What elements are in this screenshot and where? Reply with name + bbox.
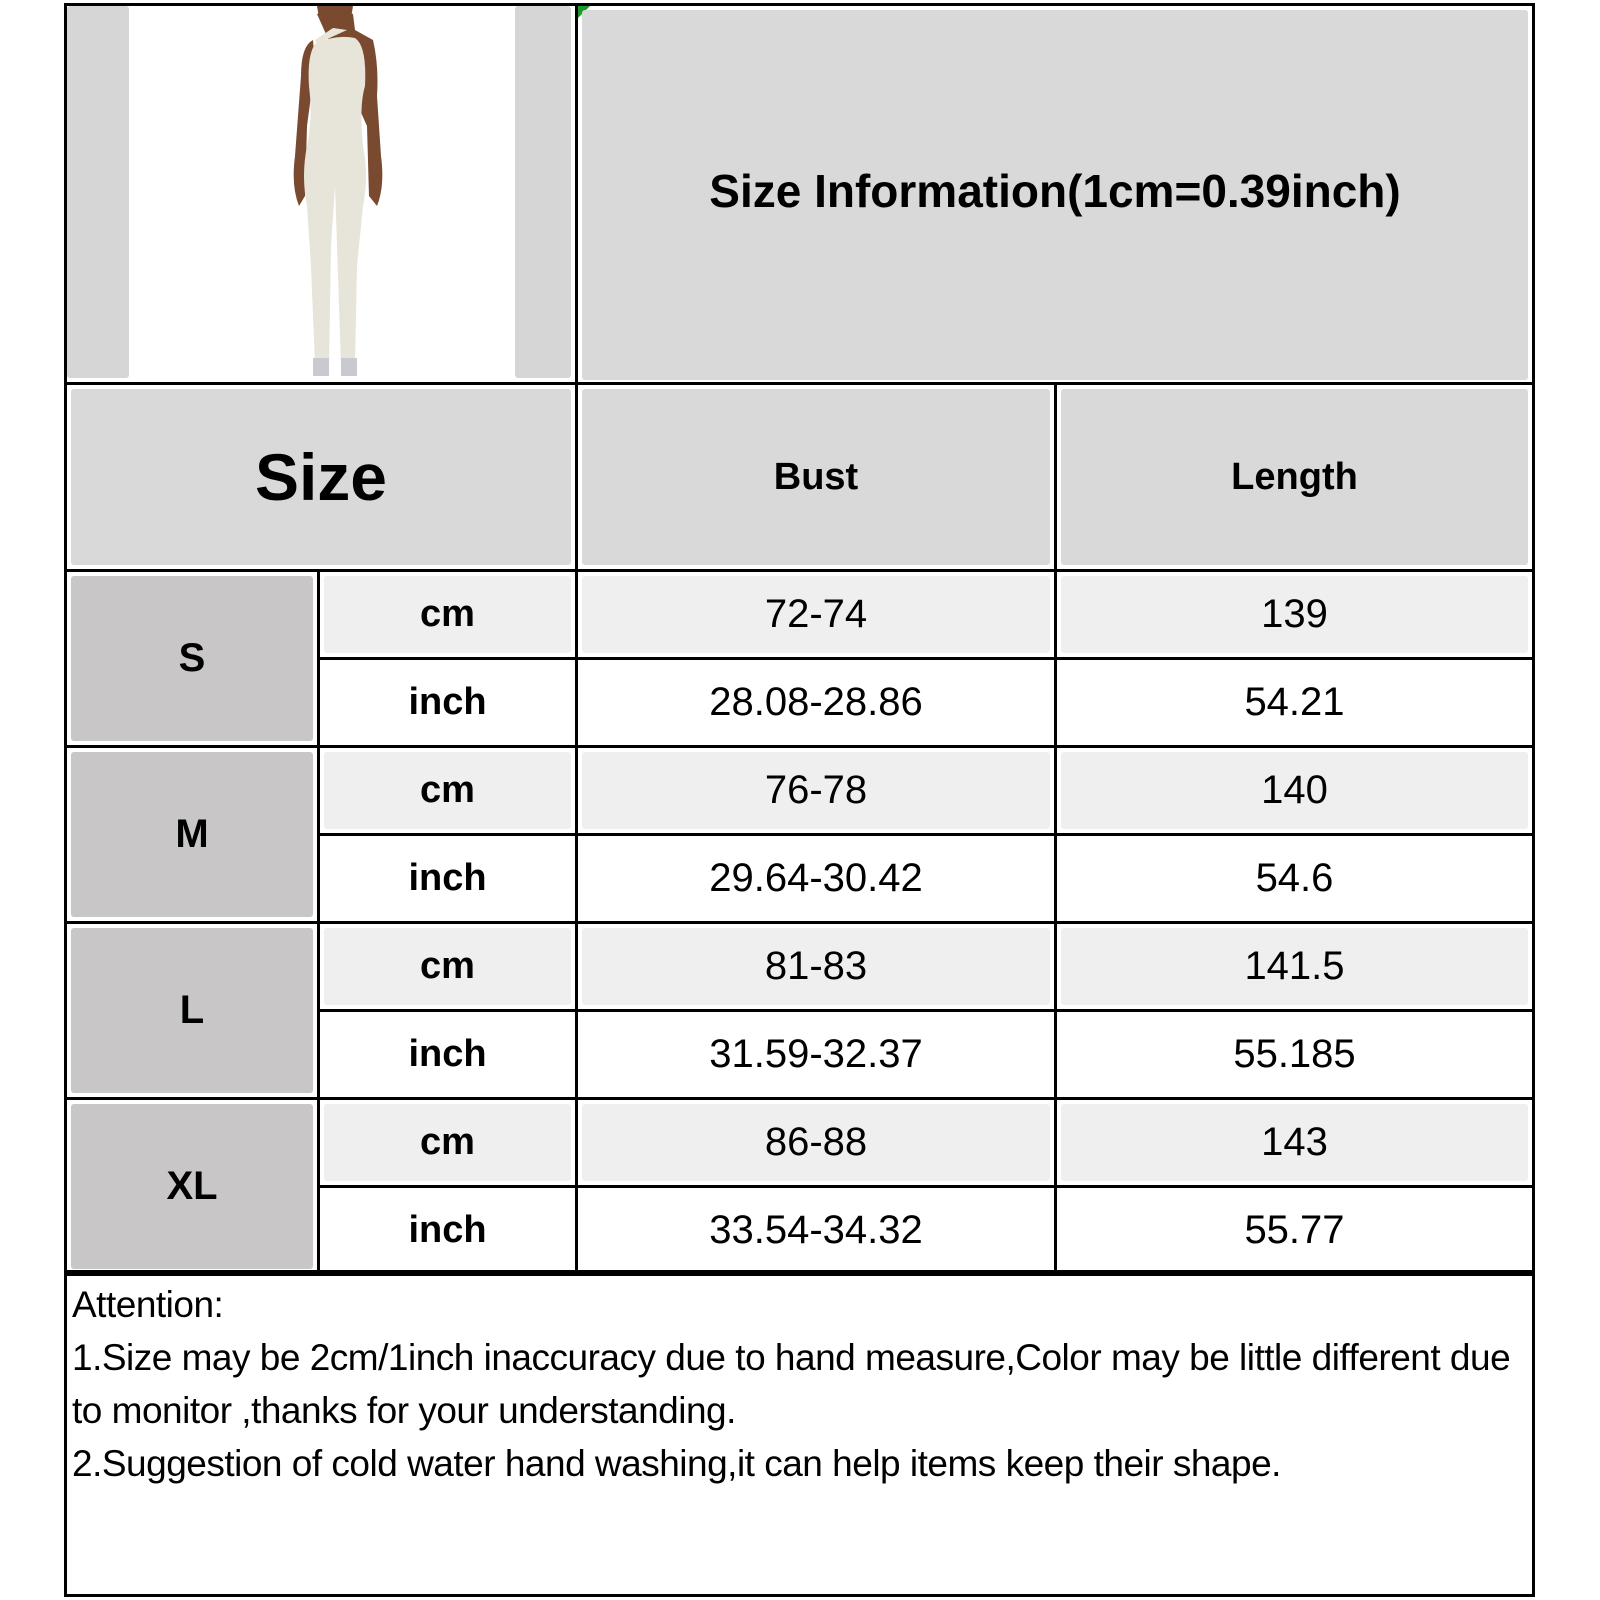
length-value: 54.6 bbox=[1255, 856, 1334, 900]
bust-value: 31.59-32.37 bbox=[709, 1032, 923, 1076]
size-label: XL bbox=[166, 1164, 218, 1208]
length-value: 54.21 bbox=[1244, 680, 1345, 724]
bust-value-cell: 28.08-28.86 bbox=[578, 660, 1054, 745]
size-label: M bbox=[175, 812, 209, 856]
length-value-cell: 140 bbox=[1057, 748, 1532, 833]
bust-value: 86-88 bbox=[764, 1120, 868, 1164]
length-value-cell: 143 bbox=[1057, 1100, 1532, 1185]
size-label: S bbox=[178, 636, 206, 680]
length-value: 55.185 bbox=[1233, 1032, 1356, 1076]
unit-cell: inch bbox=[320, 1012, 575, 1097]
length-header: Length bbox=[1231, 455, 1358, 498]
unit-cell: inch bbox=[320, 1188, 575, 1273]
jumpsuit-photo bbox=[293, 6, 383, 376]
size-header: Size bbox=[254, 440, 388, 514]
size-cell-m: M bbox=[67, 748, 317, 921]
unit-cell: cm bbox=[320, 572, 575, 657]
bust-value: 81-83 bbox=[764, 944, 868, 988]
bust-value: 29.64-30.42 bbox=[709, 856, 923, 900]
unit-label: cm bbox=[420, 1121, 475, 1163]
length-value: 141.5 bbox=[1244, 944, 1345, 988]
size-cell-s: S bbox=[67, 572, 317, 745]
bust-value-cell: 86-88 bbox=[578, 1100, 1054, 1185]
bust-header-cell: Bust bbox=[578, 385, 1054, 569]
length-value-cell: 55.185 bbox=[1057, 1012, 1532, 1097]
unit-cell: cm bbox=[320, 748, 575, 833]
bust-value-cell: 29.64-30.42 bbox=[578, 836, 1054, 921]
unit-cell: inch bbox=[320, 660, 575, 745]
unit-cell: cm bbox=[320, 924, 575, 1009]
unit-label: inch bbox=[408, 857, 487, 899]
unit-label: cm bbox=[420, 593, 475, 635]
attention-heading: Attention: bbox=[72, 1284, 224, 1325]
bust-value: 72-74 bbox=[764, 592, 868, 636]
size-chart-table bbox=[64, 3, 1535, 1597]
size-label: L bbox=[179, 988, 205, 1032]
unit-cell: cm bbox=[320, 1100, 575, 1185]
bust-value: 76-78 bbox=[764, 768, 868, 812]
unit-label: inch bbox=[408, 1033, 487, 1075]
length-value-cell: 141.5 bbox=[1057, 924, 1532, 1009]
size-cell-l: L bbox=[67, 924, 317, 1097]
unit-label: inch bbox=[408, 681, 487, 723]
unit-cell: inch bbox=[320, 836, 575, 921]
bust-value-cell: 72-74 bbox=[578, 572, 1054, 657]
note-1: 1.Size may be 2cm/1inch inaccuracy due t… bbox=[72, 1337, 1511, 1431]
unit-label: cm bbox=[420, 769, 475, 811]
length-value-cell: 139 bbox=[1057, 572, 1532, 657]
size-header-cell: Size bbox=[67, 385, 575, 569]
length-value: 143 bbox=[1261, 1120, 1328, 1164]
bust-header: Bust bbox=[773, 455, 859, 498]
title-cell: Size Information(1cm=0.39inch) bbox=[578, 6, 1532, 384]
bust-value-cell: 33.54-34.32 bbox=[578, 1188, 1054, 1273]
length-value-cell: 54.6 bbox=[1057, 836, 1532, 921]
bust-value-cell: 81-83 bbox=[578, 924, 1054, 1009]
length-value-cell: 55.77 bbox=[1057, 1188, 1532, 1273]
attention-notes: Attention: 1.Size may be 2cm/1inch inacc… bbox=[72, 1278, 1512, 1490]
note-2: 2.Suggestion of cold water hand washing,… bbox=[72, 1443, 1281, 1484]
length-value: 140 bbox=[1261, 768, 1328, 812]
length-header-cell: Length bbox=[1057, 385, 1532, 569]
length-value-cell: 54.21 bbox=[1057, 660, 1532, 745]
page-title: Size Information(1cm=0.39inch) bbox=[709, 165, 1401, 217]
unit-label: cm bbox=[420, 945, 475, 987]
bust-value: 28.08-28.86 bbox=[709, 680, 923, 724]
bust-value-cell: 76-78 bbox=[578, 748, 1054, 833]
product-image-cell bbox=[67, 6, 577, 384]
unit-label: inch bbox=[408, 1209, 487, 1251]
length-value: 55.77 bbox=[1244, 1208, 1345, 1252]
bust-value-cell: 31.59-32.37 bbox=[578, 1012, 1054, 1097]
length-value: 139 bbox=[1261, 592, 1328, 636]
bust-value: 33.54-34.32 bbox=[709, 1208, 923, 1252]
size-cell-xl: XL bbox=[67, 1100, 317, 1273]
